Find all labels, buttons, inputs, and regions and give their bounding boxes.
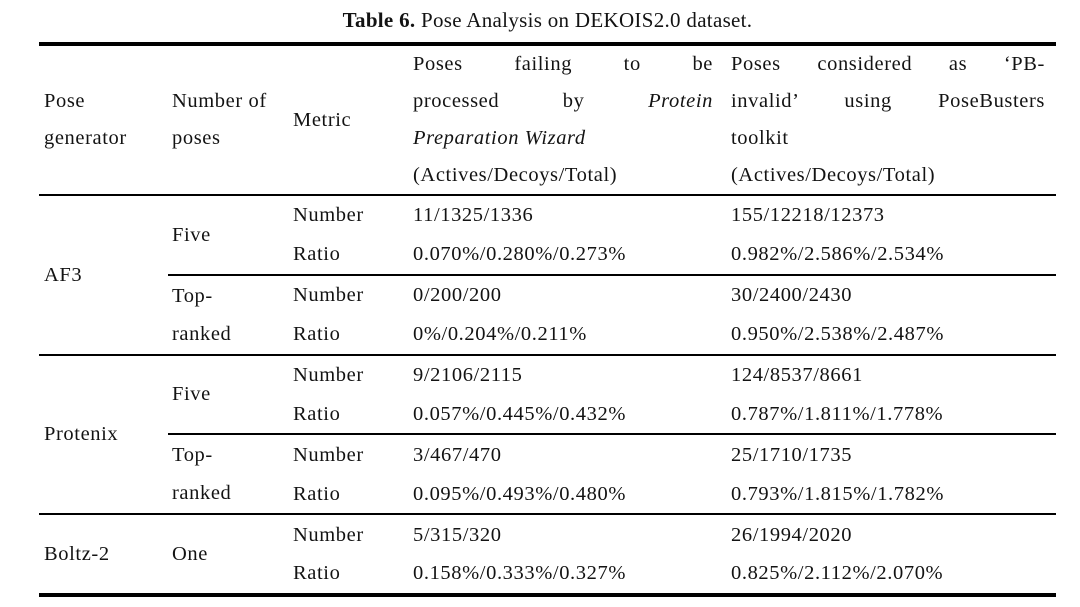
table-row: Top-ranked Number 0/200/200 30/2400/2430 — [39, 273, 1056, 355]
metric-cell: Ratio — [293, 482, 341, 505]
caption-text: Pose Analysis on DEKOIS2.0 dataset. — [421, 8, 753, 32]
metric-cell: Ratio — [293, 562, 341, 585]
metric-cell: Number — [289, 433, 409, 475]
generator-cell-boltz2: Boltz-2 — [39, 513, 168, 595]
pb-ratio-cell: 0.787%/1.811%/1.778% — [731, 402, 944, 425]
ppw-header-subline: (Actives/Decoys/Total) — [413, 164, 618, 186]
ppw-number-cell: 9/2106/2115 — [409, 353, 727, 395]
poses-cell: Five — [172, 223, 211, 246]
metric-cell: Ratio — [293, 402, 341, 425]
header-pose-generator: Pose generator — [39, 44, 168, 196]
ppw-ratio-cell: 0.158%/0.333%/0.327% — [413, 562, 626, 585]
generator-cell-protenix: Protenix — [39, 353, 168, 515]
pb-ratio-cell: 0.950%/2.538%/2.487% — [731, 323, 944, 346]
ppw-header-line1: Poses failing to be — [413, 53, 713, 75]
pb-header-subline: (Actives/Decoys/Total) — [731, 164, 936, 186]
pb-ratio-cell: 0.825%/2.112%/2.070% — [731, 562, 944, 585]
header-row: Pose generator Number of poses Metric Po… — [39, 44, 1056, 196]
pb-header-line3: toolkit — [731, 127, 789, 149]
poses-cell: One — [168, 513, 289, 595]
header-ppw-failures: Poses failing to be processed by Protein… — [409, 44, 727, 196]
ppw-number-cell: 5/315/320 — [409, 513, 727, 555]
metric-cell: Number — [293, 204, 364, 227]
table-row: Boltz-2 One Number 5/315/320 26/1994/202… — [39, 513, 1056, 595]
poses-cell: Top-ranked — [168, 273, 289, 355]
pb-number-cell: 25/1710/1735 — [727, 433, 1056, 475]
pb-header-line2: invalid’ using PoseBusters — [731, 90, 1045, 112]
metric-cell: Ratio — [293, 323, 341, 346]
pb-number-cell: 155/12218/12373 — [731, 204, 885, 227]
ppw-number-cell: 3/467/470 — [409, 433, 727, 475]
ppw-ratio-cell: 0%/0.204%/0.211% — [413, 323, 587, 346]
generator-cell-af3: AF3 — [44, 263, 83, 286]
table-caption: Table 6. Pose Analysis on DEKOIS2.0 data… — [39, 0, 1056, 33]
poses-cell: Five — [168, 353, 289, 435]
pb-header-line1: Poses considered as ‘PB- — [731, 53, 1045, 75]
ppw-ratio-cell: 0.057%/0.445%/0.432% — [413, 402, 626, 425]
metric-cell: Number — [289, 513, 409, 555]
header-number-of-poses: Number of poses — [168, 44, 289, 196]
table-row: Ratio 0.158%/0.333%/0.327% 0.825%/2.112%… — [39, 554, 1056, 595]
table-row: Ratio 0%/0.204%/0.211% 0.950%/2.538%/2.4… — [39, 315, 1056, 355]
pb-ratio-cell: 0.982%/2.586%/2.534% — [731, 243, 944, 266]
metric-cell: Number — [289, 353, 409, 395]
table-row: Ratio 0.057%/0.445%/0.432% 0.787%/1.811%… — [39, 394, 1056, 434]
caption-label: Table 6. — [342, 8, 416, 32]
ppw-number-cell: 0/200/200 — [409, 273, 727, 315]
table-row: Ratio 0.095%/0.493%/0.480% 0.793%/1.815%… — [39, 474, 1056, 514]
ppw-ratio-cell: 0.095%/0.493%/0.480% — [413, 482, 626, 505]
ppw-ratio-cell: 0.070%/0.280%/0.273% — [413, 243, 626, 266]
header-pb-invalid: Poses considered as ‘PB- invalid’ using … — [727, 44, 1056, 196]
header-metric: Metric — [289, 44, 409, 196]
ppw-header-line3: Preparation Wizard — [413, 127, 586, 149]
pb-ratio-cell: 0.793%/1.815%/1.782% — [731, 482, 944, 505]
table-row: AF3 Five Number 11/1325/1336 155/12218/1… — [39, 195, 1056, 285]
metric-cell: Number — [289, 273, 409, 315]
table-row: Ratio 0.070%/0.280%/0.273% 0.982%/2.586%… — [39, 235, 1056, 275]
table-row: Top-ranked Number 3/467/470 25/1710/1735 — [39, 433, 1056, 515]
metric-cell: Ratio — [293, 243, 341, 266]
table-row: Protenix Five Number 9/2106/2115 124/853… — [39, 353, 1056, 515]
pb-number-cell: 124/8537/8661 — [727, 353, 1056, 395]
ppw-number-cell: 11/1325/1336 — [413, 204, 534, 227]
poses-cell: Top-ranked — [168, 433, 289, 515]
pose-analysis-table: Pose generator Number of poses Metric Po… — [39, 42, 1056, 597]
pb-number-cell: 30/2400/2430 — [727, 273, 1056, 315]
pb-number-cell: 26/1994/2020 — [727, 513, 1056, 555]
ppw-header-line2: processed by Protein — [413, 90, 713, 112]
